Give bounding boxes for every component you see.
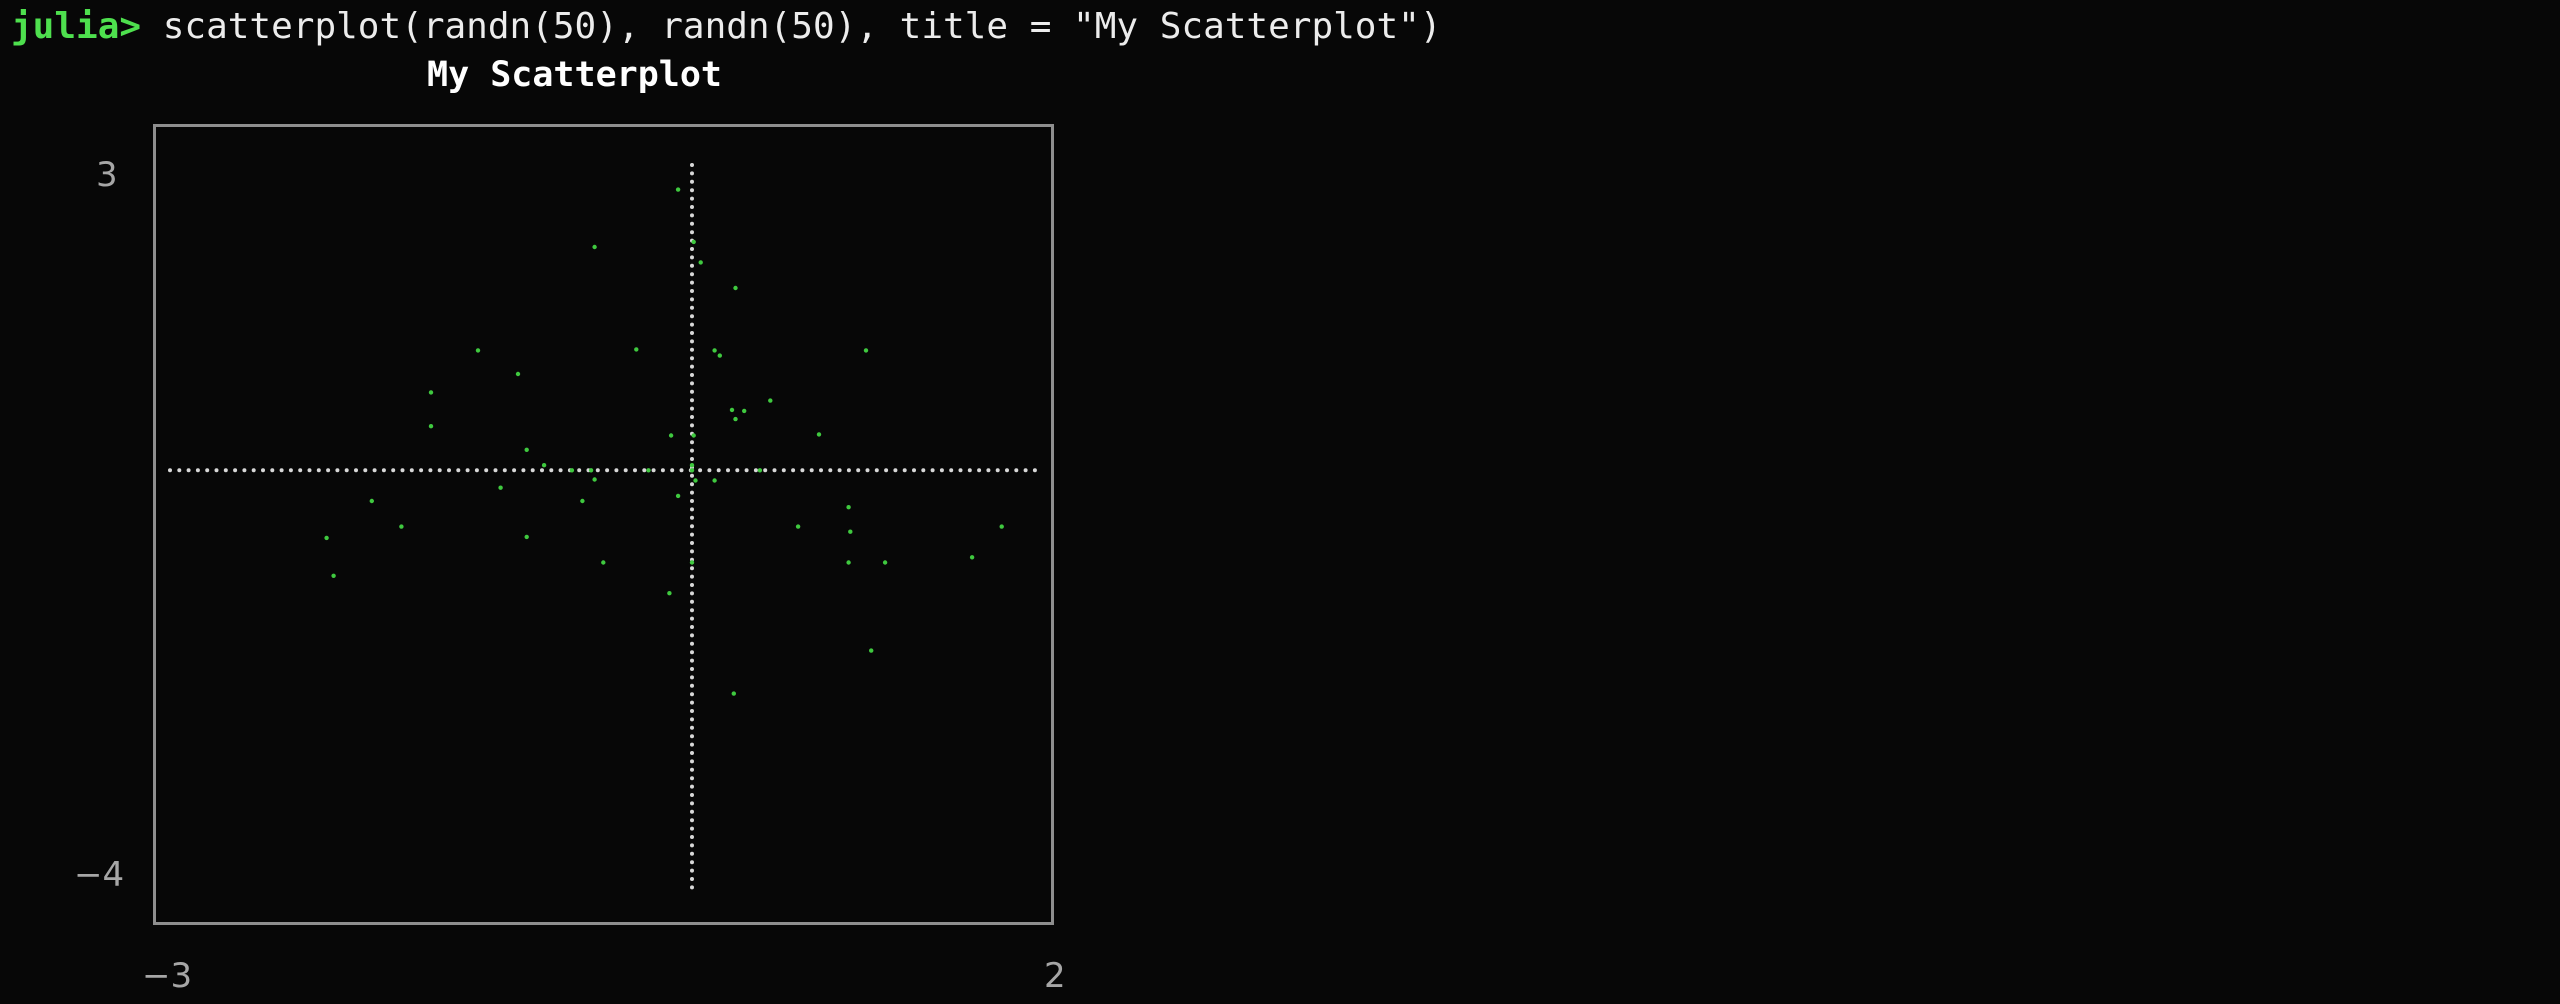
julia-prompt: julia> — [11, 6, 142, 47]
command-text: scatterplot(randn(50), randn(50), title … — [162, 6, 1442, 47]
y-tick-label-min: −4 — [74, 855, 125, 895]
y-tick-label-max: 3 — [96, 155, 118, 195]
plot-title: My Scatterplot — [427, 55, 723, 95]
command-line[interactable]: julia> scatterplot(randn(50), randn(50),… — [11, 2, 1442, 52]
plot-frame — [153, 124, 1054, 925]
x-tick-label-min: −3 — [142, 956, 193, 996]
x-tick-label-max: 2 — [1044, 956, 1066, 996]
